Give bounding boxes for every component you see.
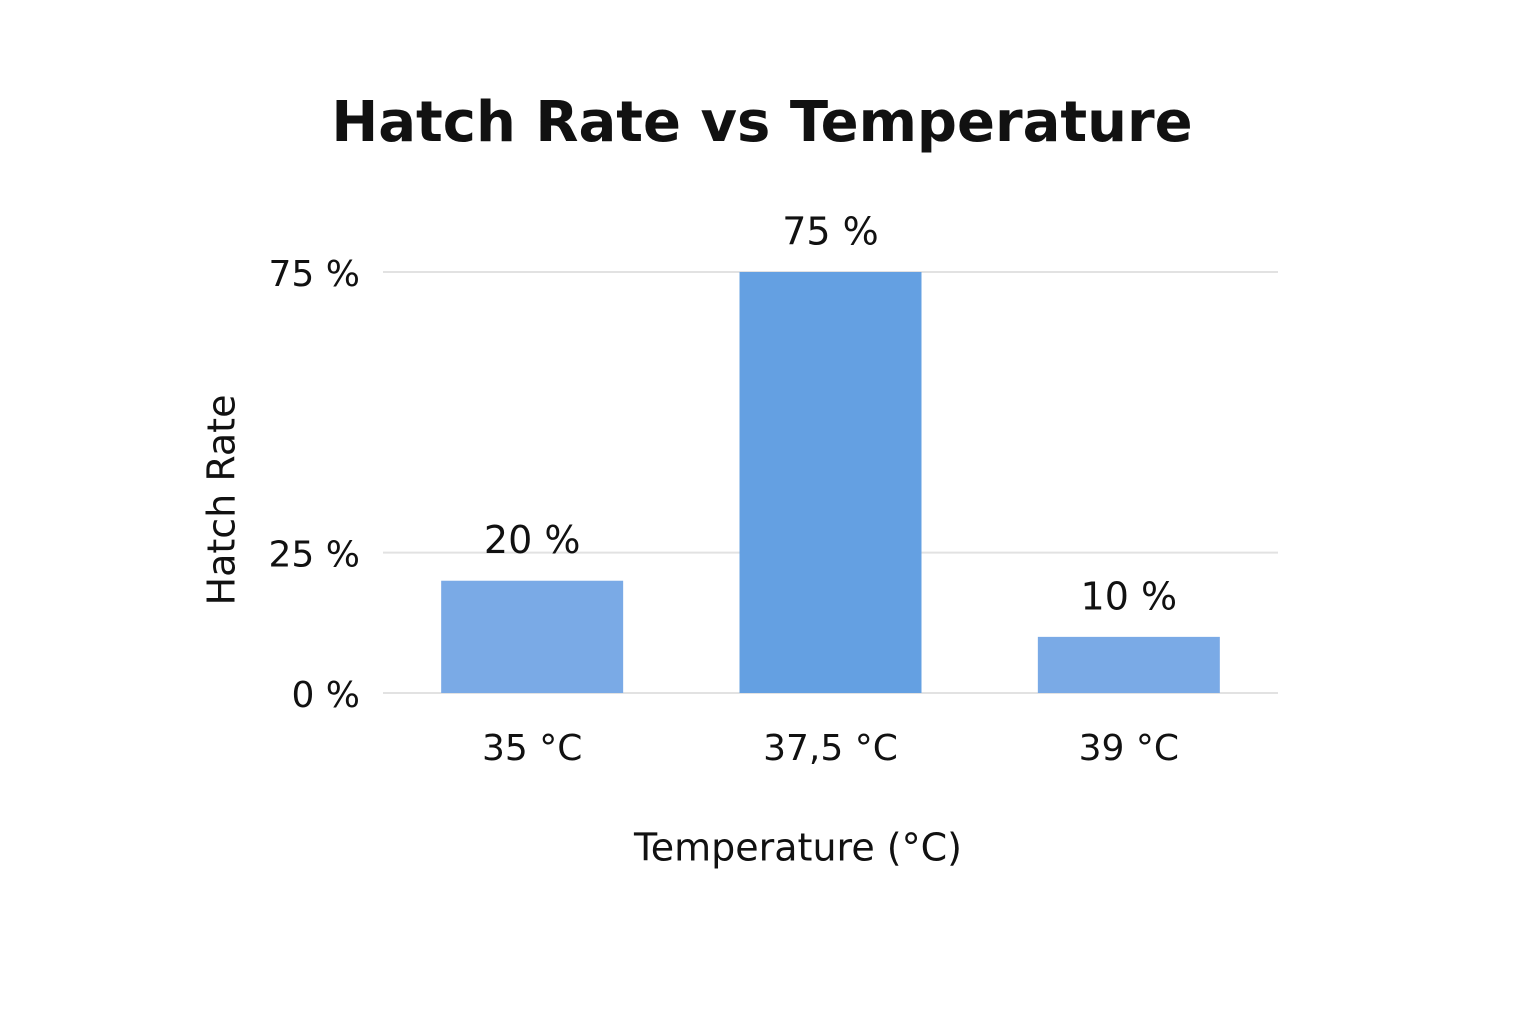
x-tick-label: 39 °C: [1079, 728, 1179, 769]
y-axis-label: Hatch Rate: [200, 395, 244, 606]
bar: [739, 272, 922, 693]
data-label: 75 %: [782, 210, 879, 254]
data-label: 20 %: [484, 518, 581, 562]
y-tick-label: 75 %: [269, 254, 360, 295]
y-tick-label: 25 %: [269, 535, 360, 576]
data-label: 10 %: [1081, 574, 1178, 618]
chart-title: Hatch Rate vs Temperature: [331, 90, 1192, 155]
x-axis-label: Temperature (°C): [633, 826, 962, 870]
bar: [1037, 636, 1220, 693]
y-tick-label: 0 %: [291, 675, 360, 716]
bar: [441, 580, 624, 693]
x-tick-label: 37,5 °C: [763, 728, 898, 769]
x-tick-label: 35 °C: [482, 728, 582, 769]
